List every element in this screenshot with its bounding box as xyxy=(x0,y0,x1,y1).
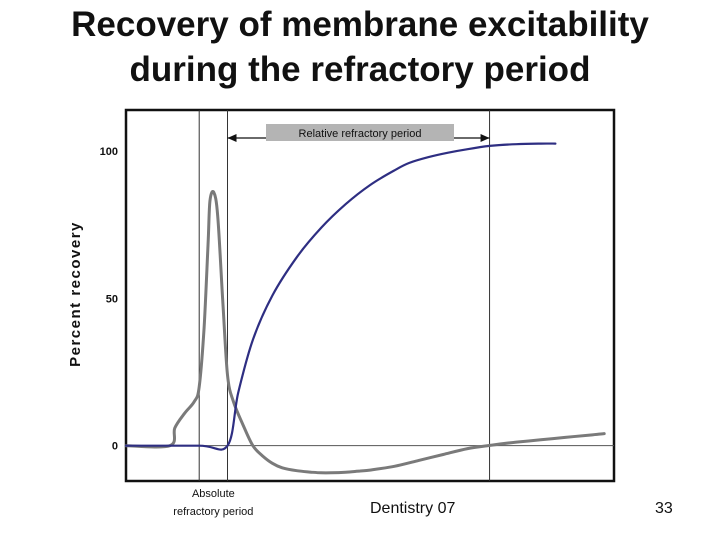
action-potential-curve xyxy=(124,190,606,475)
title-line-1: Recovery of membrane excitability xyxy=(71,5,649,44)
y-axis-label: Percent recovery xyxy=(67,221,84,367)
y-tick-label: 100 xyxy=(100,146,118,158)
relative-period-arrowhead-left xyxy=(227,134,237,142)
absolute-period-label-line1: Absolute xyxy=(192,488,235,500)
relative-period-label-box xyxy=(266,124,454,141)
plot-frame xyxy=(124,108,616,483)
slide-number: 33 xyxy=(655,500,673,517)
title-line-2: during the refractory period xyxy=(129,50,591,89)
relative-period-label: Relative refractory period xyxy=(299,128,422,140)
recovery-curve xyxy=(124,142,557,451)
absolute-period-label-line2: refractory period xyxy=(173,506,253,518)
y-tick-label: 0 xyxy=(112,441,118,453)
y-tick-label: 50 xyxy=(106,293,118,305)
relative-period-arrowhead-right xyxy=(480,134,490,142)
slide-title: Recovery of membrane excitability during… xyxy=(0,2,720,92)
footer-course: Dentistry 07 xyxy=(370,500,456,517)
